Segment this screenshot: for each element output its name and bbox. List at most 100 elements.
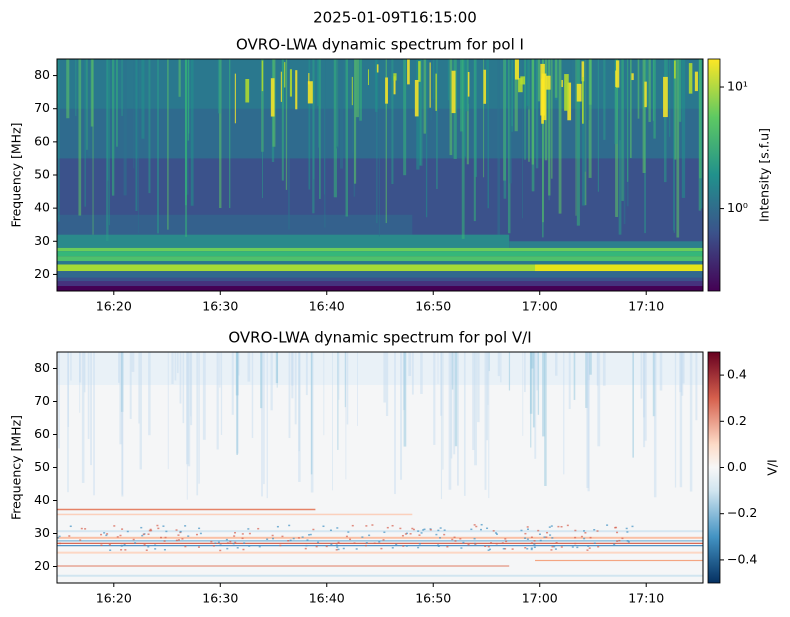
spectrum-speck (266, 538, 269, 540)
spectrum-speck (312, 528, 315, 531)
spectrum-streak (220, 352, 223, 435)
spectrum-band (57, 261, 703, 265)
spectrum-speck (551, 545, 554, 548)
spectrum-speck (100, 544, 103, 546)
spectrum-streak (477, 352, 480, 423)
spectrum-streak (131, 352, 135, 372)
spectrum-speck (105, 534, 108, 537)
spectrum-burst (581, 61, 585, 82)
spectrum-speck (596, 530, 599, 532)
spectrum-streak (442, 352, 444, 470)
spectrum-burst (393, 73, 397, 81)
colorbar-tick-label: 0.0 (727, 459, 747, 474)
y-axis-label: Frequency [MHz] (9, 122, 24, 227)
spectrum-streak (262, 59, 264, 199)
spectrum-speck (391, 547, 394, 549)
plot-title: OVRO-LWA dynamic spectrum for pol I (236, 36, 524, 54)
spectrum-speck (335, 549, 338, 551)
spectrum-speck (418, 543, 421, 545)
spectrum-burst (567, 82, 572, 121)
spectrum-streak (678, 59, 682, 122)
spectrum-streak (447, 59, 450, 101)
y-tick-label: 70 (34, 393, 50, 408)
spectrum-speck (353, 542, 356, 544)
spectrum-speck (586, 549, 589, 551)
spectrum-streak (532, 352, 535, 428)
spectrum-speck (347, 531, 350, 533)
x-tick-label: 16:40 (309, 591, 345, 606)
spectrum-line (57, 551, 703, 554)
spectrum-speck (175, 539, 178, 542)
spectrum-streak (332, 352, 333, 491)
spectrum-line (57, 542, 703, 544)
spectrum-speck (116, 536, 119, 538)
y-tick-label: 30 (34, 233, 50, 248)
spectrum-streak (66, 59, 70, 119)
spectrum-streak (530, 352, 532, 448)
spectrum-speck (281, 535, 284, 538)
x-tick-label: 16:30 (202, 591, 238, 606)
spectrum-streak (682, 352, 685, 384)
spectrum-speck (257, 527, 260, 530)
spectrum-speck (492, 530, 495, 532)
spectrum-streak (57, 59, 60, 222)
spectrum-speck (272, 537, 275, 540)
spectrum-streak (563, 352, 565, 475)
spectrum-streak (461, 59, 465, 239)
spectrum-streak (190, 59, 194, 206)
spectrum-streak (432, 59, 435, 100)
spectrum-streak (310, 352, 313, 475)
spectrum-streak (653, 59, 656, 139)
spectrum-speck (149, 528, 152, 531)
spectrum-speck (555, 541, 558, 544)
spectrum-streak (186, 352, 189, 465)
spectrum-speck (199, 532, 202, 535)
spectrum-speck (453, 536, 456, 539)
spectrum-speck (219, 549, 222, 552)
spectrum-streak (474, 352, 477, 466)
spectrum-streak (133, 59, 135, 169)
spectrum-speck (574, 529, 577, 532)
spectrum-speck (420, 532, 423, 534)
spectrum-speck (163, 548, 166, 551)
spectrum-streak (275, 352, 279, 384)
spectrum-speck (524, 547, 527, 549)
spectrum-streak (568, 352, 571, 410)
spectrum-speck (473, 524, 476, 526)
spectrum-streak (449, 59, 453, 156)
spectrum-streak (619, 59, 622, 141)
spectrum-burst (518, 78, 523, 93)
spectrum-streak (285, 59, 288, 190)
spectrum-streak (589, 352, 592, 375)
spectrum-burst (385, 77, 388, 104)
spectrum-streak (219, 352, 221, 388)
spectrum-streak (385, 352, 389, 416)
spectrum-speck (371, 524, 374, 526)
y-tick-label: 80 (34, 67, 50, 82)
spectrum-speck (533, 546, 536, 549)
spectrum-speck (337, 548, 340, 551)
spectrum-streak (344, 352, 347, 408)
spectrum-streak (202, 352, 206, 440)
spectrum-speck (337, 541, 340, 544)
spectrum-streak (87, 352, 90, 439)
spectrum-streak (465, 59, 469, 112)
spectrum-speck (437, 545, 440, 548)
spectrum-speck (365, 542, 368, 544)
spectrum-speck (309, 533, 312, 536)
spectrum-streak (411, 352, 414, 395)
spectrum-burst (414, 79, 419, 117)
spectrum-streak (425, 59, 428, 218)
spectrum-streak (524, 59, 526, 160)
spectrum-burst (644, 81, 647, 108)
spectrum-line (57, 530, 703, 533)
spectrum-speck (576, 546, 579, 549)
spectrum-streak (288, 59, 290, 230)
spectrum-speck (553, 545, 556, 548)
spectrum-streak (236, 352, 238, 455)
spectrum-speck (271, 534, 274, 537)
spectrum-speck (305, 544, 308, 547)
spectrum-speck (429, 528, 432, 530)
spectrum-speck (405, 532, 408, 535)
spectrum-speck (147, 533, 150, 535)
